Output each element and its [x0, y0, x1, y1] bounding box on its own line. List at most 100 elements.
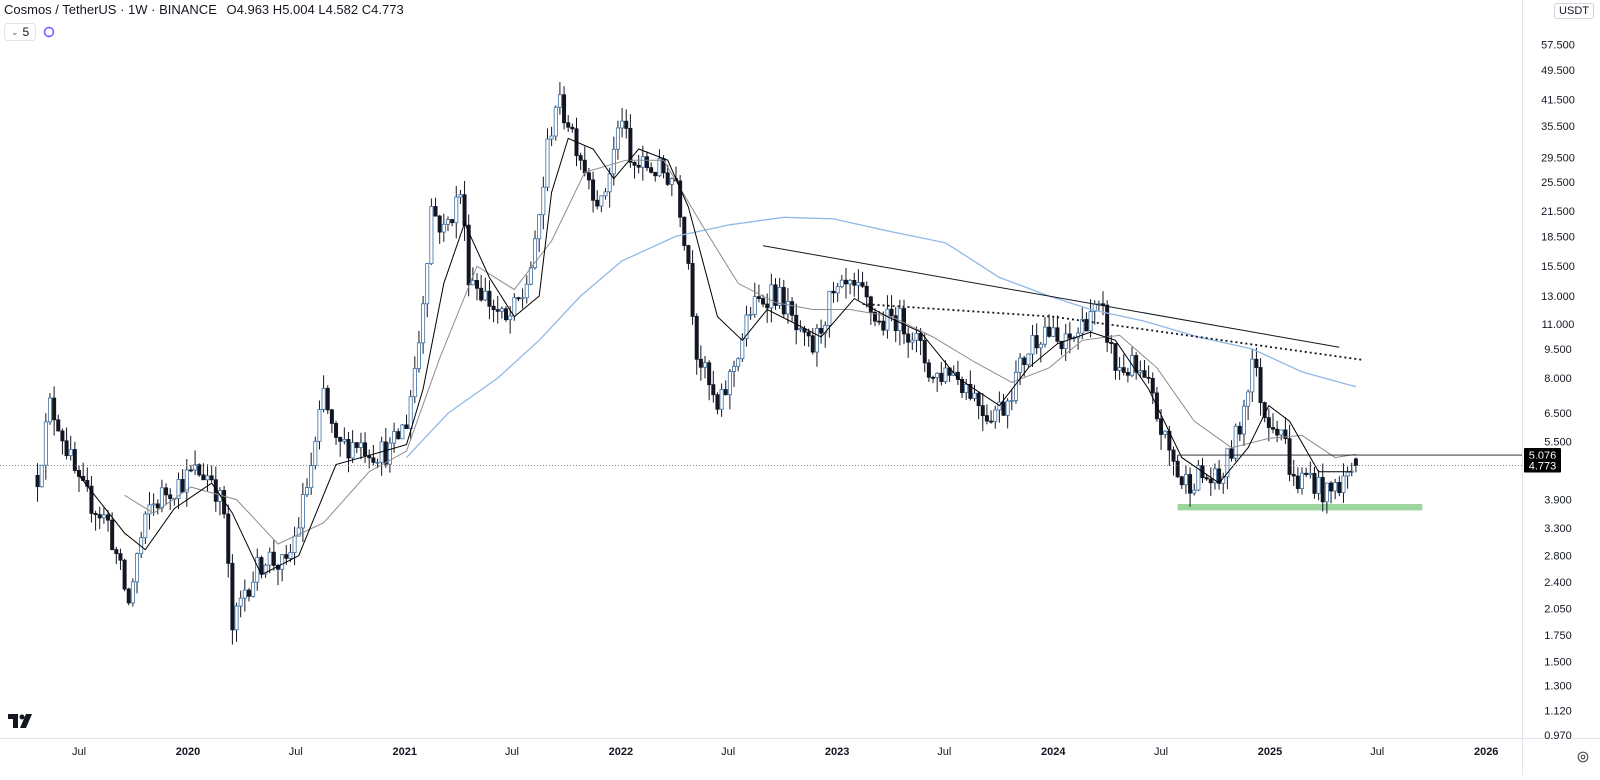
candle-up [524, 283, 529, 299]
candle-down [1113, 343, 1118, 371]
candle-down [1067, 333, 1072, 339]
candle-up [1300, 472, 1305, 489]
candle-down [806, 331, 811, 337]
candle-up [897, 308, 902, 331]
candle-up [412, 368, 417, 398]
dotted-trendline [862, 303, 1365, 361]
candle-down [1022, 357, 1027, 366]
candle-up [856, 282, 861, 286]
candle-up [159, 487, 164, 509]
candle-up [640, 156, 645, 168]
candle-down [271, 551, 276, 566]
candle-down [201, 474, 206, 481]
y-tick-label: 18.500 [1541, 231, 1575, 243]
candle-up [135, 553, 140, 583]
candle-up [1076, 332, 1081, 339]
candle-up [425, 263, 430, 305]
candle-down [989, 420, 994, 423]
candle-down [60, 430, 65, 442]
candle-up [130, 581, 135, 604]
candle-up [607, 173, 612, 193]
candle-down [168, 494, 173, 499]
x-tick-label: Jul [1370, 746, 1384, 758]
candle-down [1266, 417, 1271, 428]
candle-down [56, 419, 61, 432]
currency-selector[interactable]: USDT [1554, 3, 1594, 19]
candle-up [313, 440, 318, 467]
candle-down [1159, 418, 1164, 435]
candle-down [1171, 449, 1176, 462]
candle-down [35, 475, 40, 488]
candle-up [151, 503, 156, 506]
candle-up [537, 214, 542, 240]
candle-up [421, 303, 426, 344]
candle-up [1009, 400, 1014, 402]
candle-down [1291, 474, 1296, 477]
support-zone [1177, 504, 1423, 511]
candle-down [624, 120, 629, 129]
candle-up [1088, 311, 1093, 332]
y-tick-label: 11.000 [1542, 319, 1575, 331]
candle-up [1225, 448, 1230, 478]
candle-up [234, 605, 239, 631]
gear-icon[interactable] [1576, 750, 1590, 764]
candle-up [727, 371, 732, 396]
candle-down [860, 282, 865, 287]
candle-down [682, 216, 687, 246]
candle-up [732, 365, 737, 372]
sync-icon[interactable] [42, 25, 56, 39]
candle-down [819, 327, 824, 334]
candle-up [541, 186, 546, 216]
y-tick-label: 9.500 [1544, 344, 1572, 356]
candle-up [1026, 353, 1031, 366]
candle-down [1254, 358, 1259, 368]
candle-down [209, 475, 214, 481]
candle-up [358, 442, 363, 448]
candle-down [1125, 371, 1130, 376]
candle-down [1034, 335, 1039, 349]
moving-average-mid [124, 159, 1356, 545]
candle-up [549, 135, 554, 140]
candle-down [1142, 370, 1147, 378]
candle-down [180, 479, 185, 493]
candle-down [570, 126, 575, 130]
candle-down [1204, 477, 1209, 480]
candle-down [698, 358, 703, 368]
y-tick-label: 1.300 [1544, 680, 1572, 692]
x-tick-label: Jul [72, 746, 86, 758]
candle-up [827, 290, 832, 326]
candle-down [1353, 458, 1358, 466]
candle-up [885, 308, 890, 331]
candle-up [416, 342, 421, 369]
candle-down [926, 362, 931, 378]
ohlc-values: O4.963 H5.004 L4.582 C4.773 [227, 2, 404, 17]
candle-up [1212, 468, 1217, 484]
candle-up [400, 424, 405, 440]
candle-down [197, 464, 202, 476]
candle-down [711, 384, 716, 396]
candle-up [280, 554, 285, 570]
candle-up [193, 464, 198, 471]
symbol-title: Cosmos / TetherUS · 1W · BINANCE [4, 2, 217, 17]
indicators-toggle-button[interactable]: ⌄ 5 [4, 23, 37, 41]
y-tick-label: 1.500 [1544, 656, 1572, 668]
candle-down [1304, 472, 1309, 475]
candle-down [1121, 367, 1126, 373]
candle-down [1084, 319, 1089, 332]
candle-down [1055, 327, 1060, 342]
candle-down [93, 513, 98, 516]
candle-down [939, 372, 944, 382]
candle-up [68, 449, 73, 457]
candle-down [1283, 429, 1288, 440]
ohlc-high: H5.004 [272, 2, 315, 17]
candle-up [512, 297, 517, 317]
candle-down [707, 362, 712, 386]
candle-down [810, 335, 815, 353]
candle-up [553, 106, 558, 137]
candle-up [848, 279, 853, 285]
candle-up [445, 219, 450, 225]
y-tick-label: 21.500 [1541, 206, 1575, 218]
candle-up [769, 284, 774, 309]
